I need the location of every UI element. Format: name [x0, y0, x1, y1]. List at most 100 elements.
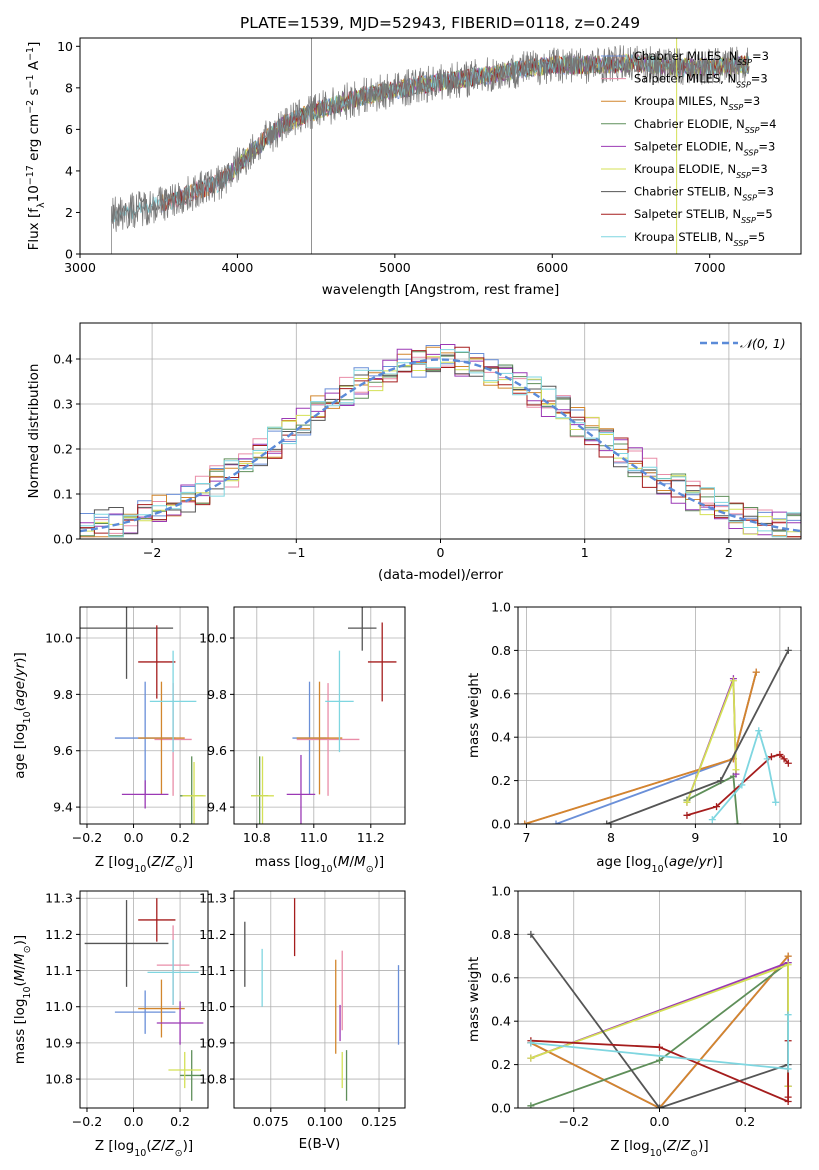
weight-marker: [755, 727, 763, 735]
label-part: ⊙: [22, 945, 33, 953]
age_vs_Z-panel: −0.2 0.0 0.29.49.69.810.0Z [log10(Z/Z⊙)]ag…: [12, 606, 209, 875]
label-part: Z: [151, 854, 162, 870]
label-part: mass [log: [255, 854, 321, 870]
error-bars: [251, 607, 397, 824]
x-axis-label: age [log10(age/yr)]: [596, 854, 722, 875]
legend-name: Chabrier ELODIE, N: [634, 117, 745, 131]
weight-marker: [738, 781, 746, 789]
legend-sub: SSP: [744, 148, 759, 157]
x-tick-label: 11.0: [300, 830, 328, 845]
label-part: erg cm: [26, 114, 42, 165]
y-tick-label: 11.3: [199, 891, 227, 906]
legend-name: Kroupa MILES, N: [634, 94, 729, 108]
y-tick-label: 11.1: [199, 963, 227, 978]
x-tick-label: 0.0: [650, 1114, 670, 1129]
label-part: −1: [25, 47, 36, 61]
error-bars: [80, 607, 206, 824]
legend-label: Salpeter MILES, NSSP=3: [634, 72, 768, 90]
y-tick-label: 9.4: [207, 800, 227, 815]
legend-name: Kroupa ELODIE, N: [634, 162, 736, 176]
weight-marker: [656, 1104, 663, 1108]
label-part: /: [12, 965, 28, 970]
label-part: ⊙: [175, 864, 183, 875]
y-tick-label: 10: [57, 39, 73, 54]
label-part: Z: [680, 1138, 691, 1154]
histogram-8: [80, 349, 801, 538]
label-part: s: [26, 88, 42, 99]
residuals-panel: −2 −1 0 1 2 0.0 0.1 0.2 0.3 0.4 𝒩(0, 1) (data-model…: [26, 322, 802, 583]
weight-marker: [734, 820, 742, 824]
legend-sub: SSP: [737, 58, 752, 67]
label-part: /: [161, 1138, 166, 1154]
y-tick-label: 10.9: [199, 1035, 227, 1050]
axes-frame: [517, 890, 802, 1109]
label-part: Z [log: [95, 1138, 134, 1154]
label-part: M: [354, 854, 366, 870]
label-part: −2: [25, 100, 36, 114]
x-axis-label: E(B-V): [299, 1136, 341, 1152]
spectrum-panel: 3000 4000 5000 6000 7000 0 2 4 6 8 10 Chabrier MILE…: [25, 37, 802, 298]
legend-label: Salpeter ELODIE, NSSP=3: [634, 139, 775, 157]
y-tick-label: 11.0: [45, 999, 73, 1014]
x-tick-label: 7000: [694, 260, 726, 275]
y-tick-label: 11.3: [45, 891, 73, 906]
legend-label: Salpeter STELIB, NSSP=5: [634, 207, 773, 225]
mass_vs_Z-panel: −0.2 0.0 0.2 10.8 10.9 11.0 11.1 11.2 11.3 Z [log…: [12, 890, 209, 1159]
label-part: 10: [22, 711, 33, 723]
y-tick-label: 11.1: [45, 963, 73, 978]
y-tick-label: 0.2: [491, 1057, 511, 1072]
y-tick-label: 0: [65, 247, 73, 262]
label-part: )]: [183, 1138, 194, 1154]
x-tick-label: 0.0: [124, 830, 144, 845]
legend-name: Salpeter STELIB, N: [634, 207, 741, 221]
weight-marker: [729, 677, 737, 685]
weight-lines: [521, 646, 792, 824]
label-part: yr: [12, 661, 28, 677]
weight-marker: [784, 952, 792, 960]
weight-marker: [784, 1011, 792, 1019]
weight-marker: [784, 1065, 792, 1073]
label-part: /: [161, 854, 166, 870]
y-tick-label: 11.0: [199, 999, 227, 1014]
x-tick-label: 9: [691, 830, 699, 845]
spectrum-lines: [111, 38, 750, 254]
weight-lines: [527, 930, 792, 1108]
x-axis-label: Z [log10(Z/Z⊙)]: [95, 1138, 193, 1159]
histogram-7: [80, 346, 801, 538]
label-part: )]: [374, 854, 385, 870]
weight-marker: [527, 930, 535, 938]
x-axis-label: (data-model)/error: [378, 567, 504, 583]
label-part: λ: [36, 202, 47, 208]
legend-label: Kroupa MILES, NSSP=3: [634, 94, 760, 112]
legend-sub: SSP: [736, 171, 751, 180]
label-part: M: [12, 953, 28, 965]
label-part: (: [664, 854, 669, 870]
weight-marker: [527, 1039, 535, 1047]
legend-value: =4: [760, 117, 777, 131]
label-part: age: [12, 681, 28, 706]
y-tick-label: 0.0: [491, 817, 511, 832]
y-tick-label: 9.6: [53, 743, 73, 758]
y-axis-label: mass [log10(M/M⊙)]: [12, 935, 33, 1064]
legend-label: Kroupa STELIB, NSSP=5: [634, 230, 765, 248]
x-tick-label: 0.0: [124, 1114, 144, 1129]
label-part: /: [12, 676, 28, 681]
label-part: (: [146, 854, 151, 870]
x-tick-label: 3000: [64, 260, 96, 275]
label-part: )]: [12, 935, 28, 946]
x-tick-label: −1: [287, 545, 305, 560]
x-tick-label: 11.2: [357, 830, 385, 845]
axes-frame: [79, 37, 802, 255]
y-tick-label: 6: [65, 122, 73, 137]
label-part: Z: [164, 854, 175, 870]
y-tick-label: 1.0: [491, 884, 511, 899]
y-tick-label: 9.8: [53, 687, 73, 702]
axes-frame: [233, 890, 406, 1109]
x-tick-label: 7: [522, 830, 530, 845]
legend-name: Salpeter ELODIE, N: [634, 139, 744, 153]
label-part: 10: [26, 185, 42, 202]
x-axis-label: mass [log10(M/M⊙)]: [255, 854, 384, 875]
x-tick-label: 2: [725, 545, 733, 560]
label-part: (: [12, 706, 28, 711]
